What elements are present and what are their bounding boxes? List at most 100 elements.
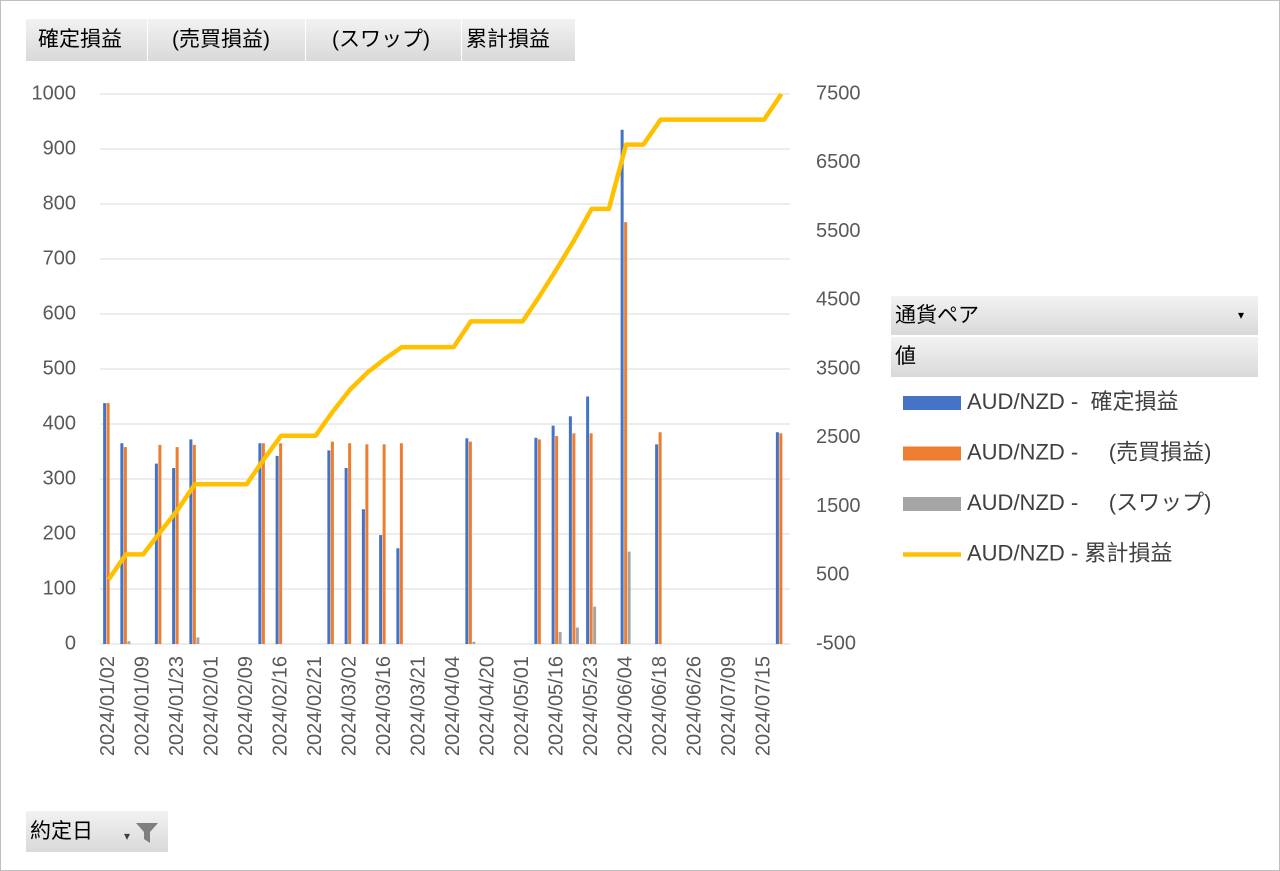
x-tick-label: 2024/03/16 <box>373 656 395 756</box>
svg-text:▾: ▾ <box>124 829 130 843</box>
x-tick-label: 2024/01/02 <box>97 656 119 756</box>
x-tick-label: 2024/06/04 <box>614 656 636 756</box>
legend-label: AUD/NZD - (スワップ) <box>967 490 1211 515</box>
y2-tick-label: 3500 <box>816 357 861 379</box>
x-tick-label: 2024/01/09 <box>131 656 153 756</box>
bar <box>568 416 572 644</box>
bar <box>344 468 348 644</box>
x-tick-label: 2024/02/16 <box>269 656 291 756</box>
y-tick-label: 300 <box>43 467 76 489</box>
y2-tick-label: 4500 <box>816 289 861 311</box>
legend-label: AUD/NZD - 確定損益 <box>967 389 1178 414</box>
x-tick-label: 2024/07/15 <box>752 656 774 756</box>
y2-tick-label: 500 <box>816 564 849 586</box>
x-tick-label: 2024/05/16 <box>545 656 567 756</box>
x-tick-label: 2024/01/23 <box>166 656 188 756</box>
x-tick-label: 2024/06/18 <box>649 656 671 756</box>
bar <box>258 443 262 644</box>
bar <box>551 425 555 644</box>
bar <box>627 551 631 644</box>
field-button[interactable]: 累計損益 <box>462 19 576 61</box>
filter-icon[interactable]: ▾ <box>124 819 164 847</box>
y-tick-label: 200 <box>43 522 76 544</box>
y-tick-label: 500 <box>43 357 76 379</box>
bar <box>534 437 538 644</box>
bar <box>537 439 541 644</box>
field-button[interactable]: 確定損益 <box>26 19 148 61</box>
bar <box>624 222 628 644</box>
x-tick-label: 2024/02/01 <box>200 656 222 756</box>
bar <box>120 443 124 644</box>
bar <box>196 637 200 644</box>
y-tick-label: 1000 <box>32 82 77 104</box>
bar <box>279 443 283 644</box>
legend-swatch <box>903 446 961 461</box>
bar <box>575 627 579 644</box>
bar <box>396 548 400 644</box>
x-tick-label: 2024/04/04 <box>442 656 464 756</box>
x-tick-label: 2024/05/01 <box>511 656 533 756</box>
axis-field-button[interactable]: 約定日 ▾ <box>26 811 169 852</box>
y-tick-label: 0 <box>65 632 76 654</box>
bar <box>158 444 162 644</box>
y2-tick-label: 5500 <box>816 220 861 242</box>
x-tick-label: 2024/03/21 <box>407 656 429 756</box>
legend-label: AUD/NZD - (売買損益) <box>967 439 1211 464</box>
bar <box>154 463 158 644</box>
bar <box>593 606 597 644</box>
bar <box>330 441 334 644</box>
bar <box>361 509 365 644</box>
field-button[interactable]: (売買損益) <box>148 19 306 61</box>
bar <box>558 631 562 644</box>
legend-field-button[interactable]: 通貨ペア ▾ <box>891 296 1259 335</box>
x-tick-label: 2024/07/09 <box>718 656 740 756</box>
bar <box>127 641 131 644</box>
y2-tick-label: 6500 <box>816 151 861 173</box>
x-tick-label: 2024/03/02 <box>338 656 360 756</box>
bar <box>620 129 624 644</box>
bar <box>189 439 193 644</box>
dropdown-icon[interactable]: ▾ <box>1237 308 1244 322</box>
bar <box>261 443 265 644</box>
bar <box>399 443 403 644</box>
values-header: 値 <box>891 337 1259 377</box>
bar <box>465 438 469 644</box>
y2-tick-label: -500 <box>816 632 856 654</box>
line-series <box>106 92 784 581</box>
x-tick-label: 2024/05/23 <box>580 656 602 756</box>
x-tick-label: 2024/06/26 <box>683 656 705 756</box>
field-button[interactable]: (スワップ) <box>306 19 462 61</box>
axis-field-label: 約定日 <box>30 820 93 843</box>
bar <box>365 444 369 644</box>
legend-swatch <box>903 396 961 410</box>
bar <box>103 403 107 644</box>
x-tick-label: 2024/04/20 <box>476 656 498 756</box>
y2-tick-label: 2500 <box>816 426 861 448</box>
bar <box>586 396 590 644</box>
bar <box>275 455 279 644</box>
x-tick-label: 2024/02/21 <box>304 656 326 756</box>
y-tick-label: 700 <box>43 247 76 269</box>
x-tick-label: 2024/02/09 <box>235 656 257 756</box>
bar <box>775 432 779 644</box>
bar <box>382 444 386 644</box>
y-tick-label: 400 <box>43 412 76 434</box>
y2-tick-label: 7500 <box>816 82 861 104</box>
bar <box>572 433 576 644</box>
legend-label: AUD/NZD - 累計損益 <box>967 540 1172 565</box>
bar <box>655 444 659 644</box>
bar <box>658 432 662 644</box>
y-tick-label: 100 <box>43 577 76 599</box>
bar <box>472 641 476 644</box>
y-tick-label: 900 <box>43 137 76 159</box>
bar <box>468 441 472 644</box>
legend-swatch <box>903 497 961 511</box>
bar <box>172 468 176 644</box>
bar <box>175 447 179 644</box>
y2-tick-label: 1500 <box>816 495 861 517</box>
bar <box>192 444 196 644</box>
bar <box>348 443 352 644</box>
bar <box>779 433 783 644</box>
bar <box>379 535 383 644</box>
bar <box>123 447 127 644</box>
